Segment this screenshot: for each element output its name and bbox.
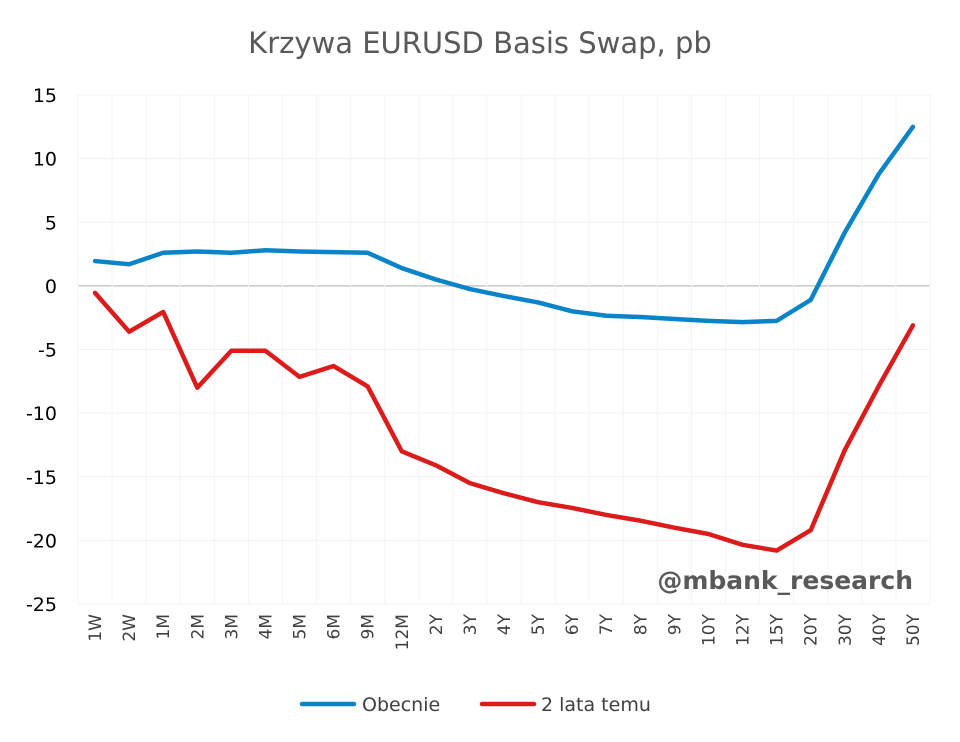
y-tick-label: 15 xyxy=(33,85,57,107)
y-tick-label: 10 xyxy=(33,149,57,171)
x-tick-label: 6M xyxy=(325,614,345,639)
y-tick-label: 0 xyxy=(45,276,57,298)
x-tick-label: 10Y xyxy=(699,613,719,646)
x-tick-label: 12M xyxy=(393,614,413,650)
x-tick-label: 2M xyxy=(188,614,208,639)
x-tick-label: 3Y xyxy=(461,613,481,635)
x-tick-label: 4Y xyxy=(495,613,515,635)
y-tick-label: 5 xyxy=(45,212,57,234)
chart-title: Krzywa EURUSD Basis Swap, pb xyxy=(248,26,712,60)
x-tick-label: 20Y xyxy=(802,613,822,646)
x-tick-label: 2Y xyxy=(427,613,447,635)
legend-label: 2 lata temu xyxy=(541,694,651,716)
x-tick-label: 7Y xyxy=(597,613,617,635)
x-tick-label: 30Y xyxy=(836,613,856,646)
series-line-2-lata-temu xyxy=(92,290,916,553)
y-tick-label: -15 xyxy=(26,467,57,489)
x-tick-label: 1W xyxy=(86,614,106,642)
x-tick-label: 8Y xyxy=(631,613,651,635)
y-tick-label: -25 xyxy=(26,594,57,616)
series-line-obecnie xyxy=(92,124,916,325)
legend-label: Obecnie xyxy=(362,694,440,716)
x-tick-label: 15Y xyxy=(768,613,788,646)
y-tick-label: -5 xyxy=(38,340,57,362)
y-tick-label: -10 xyxy=(26,403,57,425)
x-tick-label: 9Y xyxy=(665,613,685,635)
x-tick-label: 2W xyxy=(120,614,140,642)
x-tick-label: 5Y xyxy=(529,613,549,635)
y-tick-label: -20 xyxy=(26,530,57,552)
watermark-annotation: @mbank_research xyxy=(657,566,913,595)
x-tick-label: 4M xyxy=(256,614,276,639)
x-tick-label: 6Y xyxy=(563,613,583,635)
x-tick-label: 40Y xyxy=(870,613,890,646)
x-tick-label: 50Y xyxy=(904,613,924,646)
x-tick-label: 1M xyxy=(154,614,174,639)
x-tick-label: 3M xyxy=(222,614,242,639)
x-tick-label: 9M xyxy=(359,614,379,639)
x-tick-label: 5M xyxy=(291,614,311,639)
x-tick-label: 12Y xyxy=(734,613,754,646)
